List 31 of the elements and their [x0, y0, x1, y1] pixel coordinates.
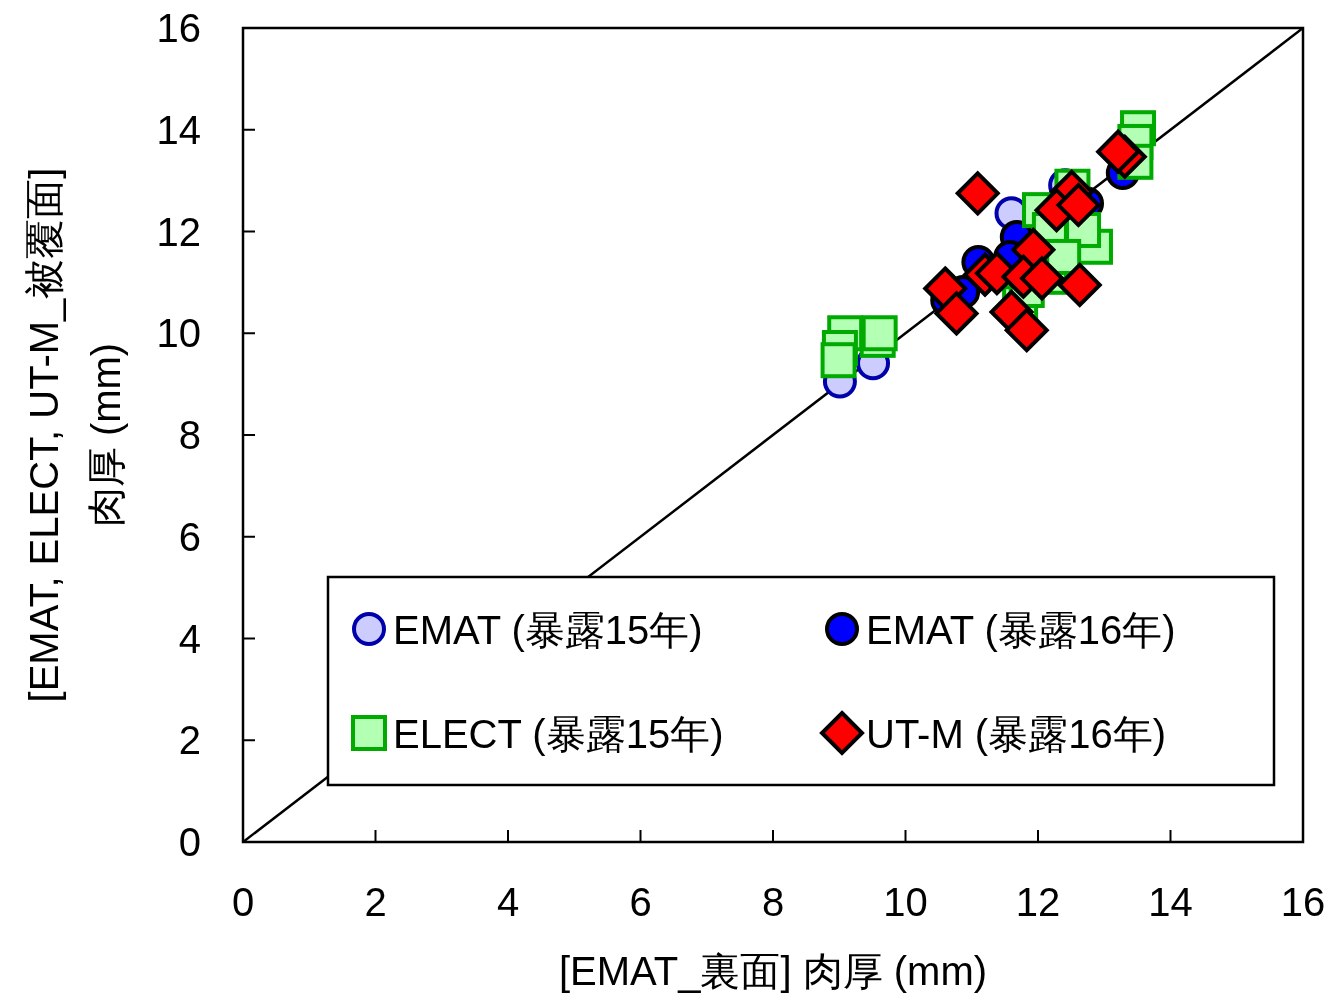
point — [1056, 183, 1101, 228]
x-tick-label: 4 — [496, 880, 520, 924]
x-tick-label: 2 — [364, 880, 387, 924]
point — [1004, 308, 1049, 353]
x-tick-label: 8 — [761, 880, 785, 924]
x-tick-label: 0 — [231, 880, 255, 924]
x-axis-title: [EMAT_裏面] 肉厚 (mm) — [558, 949, 988, 993]
y-tick-label: 2 — [178, 718, 201, 763]
legend-label: ELECT (暴露15年) — [393, 712, 724, 756]
x-tick-label: 16 — [1280, 880, 1326, 924]
y-tick-label: 12 — [156, 209, 201, 254]
point — [861, 315, 898, 352]
y-tick-label: 16 — [156, 6, 201, 50]
x-tick-label: 6 — [629, 880, 652, 924]
y-tick-label: 0 — [178, 820, 201, 864]
point — [820, 342, 857, 379]
legend-label: EMAT (暴露15年) — [393, 608, 703, 652]
y-tick-label: 10 — [156, 311, 201, 356]
x-tick-label: 10 — [883, 880, 928, 924]
y-axis-title: [EMAT, ELECT, UT-M_被覆面] 肉厚 (mm) — [22, 167, 128, 703]
point — [1096, 129, 1141, 174]
x-tick-label: 14 — [1148, 880, 1193, 924]
point — [1057, 262, 1102, 307]
y-tick-label: 14 — [156, 107, 201, 152]
y-tick-label: 8 — [178, 413, 201, 457]
legend-label: UT-M (暴露16年) — [866, 712, 1166, 756]
point — [955, 171, 1000, 216]
y-tick-label: 6 — [178, 514, 201, 559]
legend-label: EMAT (暴露16年) — [866, 608, 1176, 652]
y-tick-label: 4 — [178, 616, 201, 661]
x-tick-label: 12 — [1015, 880, 1061, 924]
